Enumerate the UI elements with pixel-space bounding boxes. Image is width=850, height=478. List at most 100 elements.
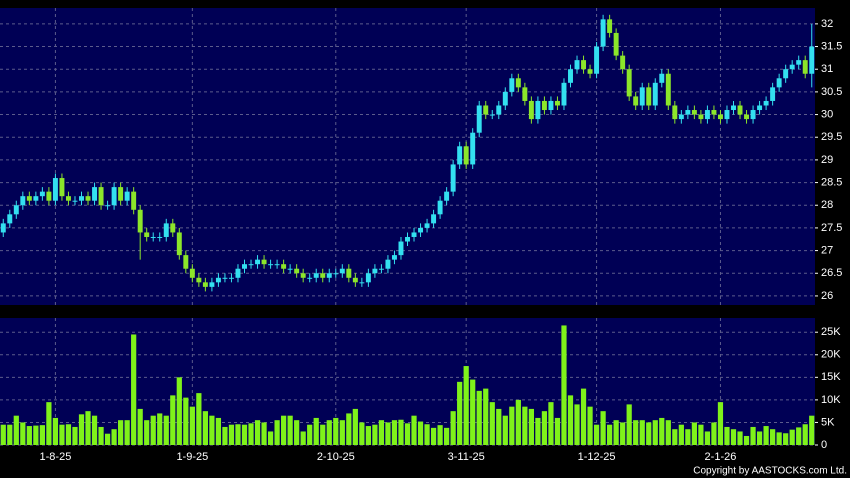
candle-body [783, 69, 789, 79]
volume-bar [450, 411, 456, 445]
candle-body [463, 146, 469, 165]
volume-bar [209, 415, 215, 445]
volume-bar [528, 408, 534, 445]
candle-body [809, 46, 815, 74]
volume-bar [567, 395, 574, 445]
volume-bar [196, 393, 202, 445]
candle-body [724, 110, 730, 120]
volume-bar [65, 424, 72, 445]
candle-body [744, 114, 750, 120]
volume-bar [281, 415, 287, 445]
candle-body [372, 268, 378, 274]
volume-bar [541, 411, 548, 445]
volume-bar [59, 424, 65, 445]
candle-body [476, 105, 482, 133]
volume-bar [476, 390, 482, 445]
volume-bar [20, 422, 26, 445]
candle-body [268, 264, 274, 266]
candle-body [307, 277, 313, 279]
candle-body [0, 223, 6, 233]
y-tick-label: 29.5 [821, 131, 842, 143]
x-tick-label: 1-9-25 [176, 451, 208, 463]
y-tick-label: 32 [821, 18, 833, 30]
volume-bar [509, 406, 515, 445]
candle-body [411, 232, 417, 237]
volume-bar [515, 399, 521, 445]
candle-body [365, 273, 371, 283]
candle-body [209, 282, 215, 287]
volume-bar [228, 424, 235, 445]
candle-body [300, 273, 306, 278]
candle-body [183, 255, 189, 269]
candle-body [522, 87, 528, 101]
volume-bar [483, 388, 489, 445]
candle-body [691, 110, 697, 115]
volume-bar [646, 422, 652, 445]
candle-body [46, 191, 52, 201]
candle-body [294, 268, 300, 274]
volume-bar [763, 426, 769, 445]
candle-body [678, 114, 684, 120]
candle-body [111, 187, 117, 206]
candle-body [255, 259, 261, 265]
candle-body [639, 87, 645, 106]
candle-body [424, 223, 430, 228]
x-tick-label: 1-12-25 [578, 451, 616, 463]
candle-body [802, 60, 808, 74]
candle-body [607, 19, 613, 33]
candle-body [346, 268, 352, 278]
volume-bar [613, 420, 619, 445]
volume-bar [548, 402, 554, 445]
volume-bar [626, 404, 632, 445]
candle-body [672, 105, 678, 120]
volume-bar [85, 411, 91, 445]
volume-bar [672, 429, 678, 445]
candle-body [7, 214, 13, 224]
volume-bar [320, 424, 326, 445]
candle-body [170, 223, 176, 233]
volume-bar [652, 420, 658, 445]
volume-bar [600, 411, 606, 445]
candle-body [646, 87, 652, 106]
candle-body [496, 105, 502, 115]
candle-body [528, 100, 534, 120]
volume-bar [215, 417, 222, 445]
volume-bar [352, 408, 358, 445]
volume-bar [659, 417, 665, 445]
candle-body [105, 205, 111, 207]
volume-bar [359, 422, 365, 445]
y-tick-label: 15K [821, 371, 841, 383]
y-tick-label: 30 [821, 108, 833, 120]
x-tick-label: 3-11-25 [448, 451, 485, 463]
candle-body [470, 132, 476, 165]
y-tick-label: 31.5 [821, 40, 842, 52]
volume-bar [789, 429, 795, 445]
volume-bar [72, 426, 78, 445]
volume-bar [796, 427, 802, 445]
candle-body [398, 241, 404, 256]
volume-bar [248, 423, 254, 445]
y-tick-label: 0 [821, 439, 827, 451]
candle-body [144, 232, 150, 237]
volume-bar [470, 379, 476, 445]
candle-body [548, 100, 554, 111]
volume-bar [398, 419, 404, 445]
candle-body [620, 55, 626, 70]
candle-body [79, 196, 84, 201]
y-tick-label: 28.5 [821, 176, 842, 188]
volume-bar [691, 422, 697, 445]
candle-body [13, 205, 19, 215]
candle-body [235, 268, 241, 278]
volume-bar [717, 402, 724, 445]
volume-bar [333, 417, 339, 445]
candle-body [157, 236, 163, 238]
volume-bar [378, 420, 385, 445]
candle-body [444, 191, 450, 201]
candle-body [92, 187, 98, 201]
candle-body [52, 178, 58, 201]
volume-bar [176, 377, 182, 445]
volume-bar [33, 425, 39, 445]
x-tick-label: 2-10-25 [317, 451, 355, 463]
candle-body [483, 105, 489, 115]
candle-body [737, 105, 743, 115]
